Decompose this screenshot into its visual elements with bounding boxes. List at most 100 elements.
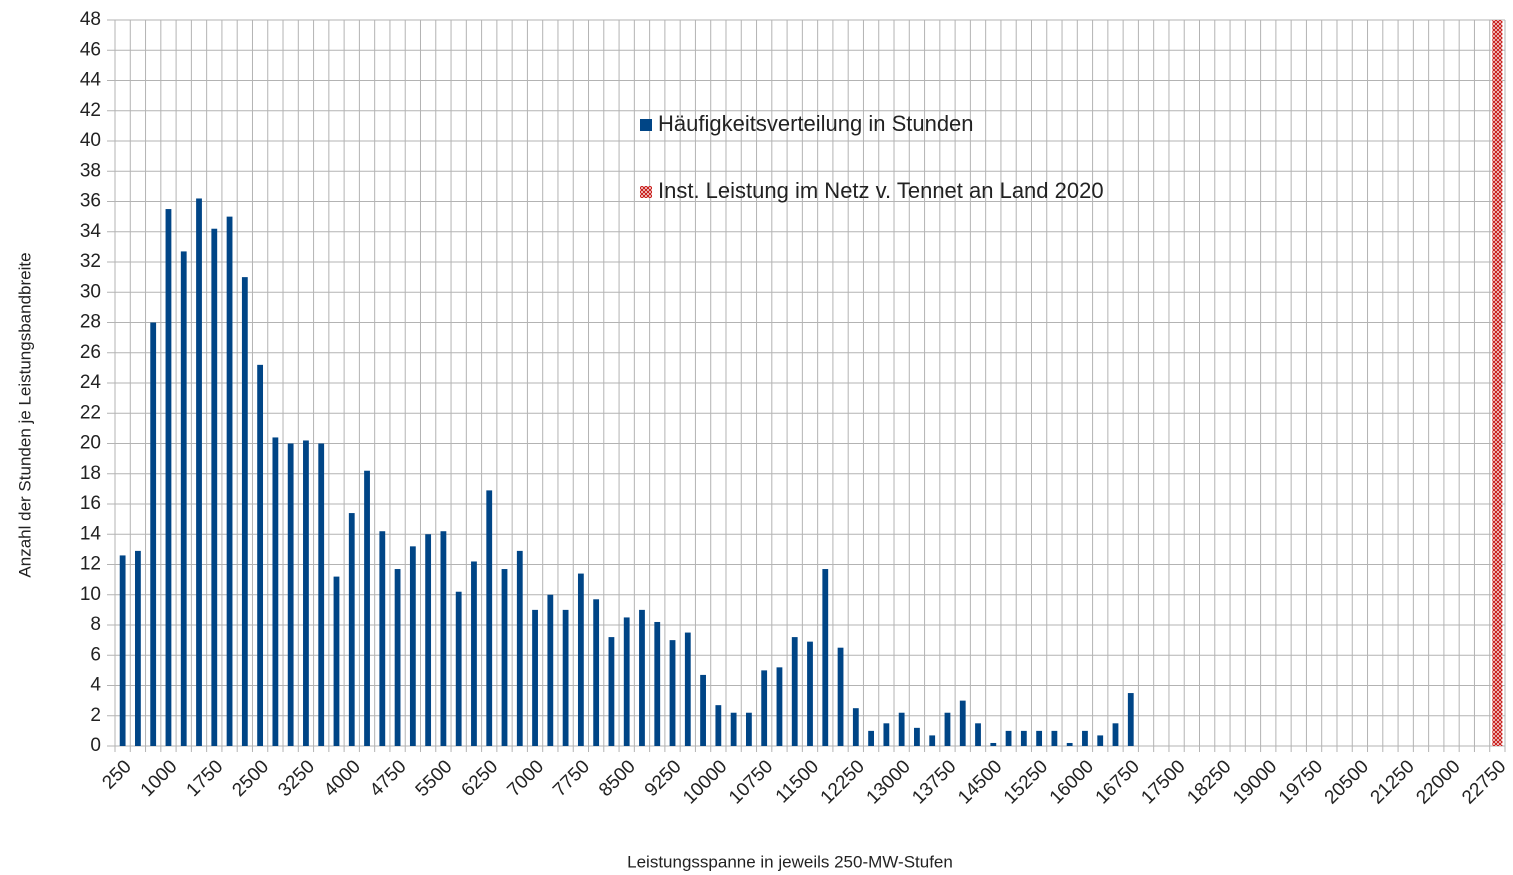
bar xyxy=(852,708,859,746)
bar xyxy=(776,667,783,746)
x-tick-label: 15250 xyxy=(1000,756,1052,808)
bar xyxy=(532,609,538,746)
bar xyxy=(608,637,615,746)
y-tick-label: 2 xyxy=(90,705,101,726)
x-tick-label: 16750 xyxy=(1092,756,1144,808)
bar xyxy=(807,641,813,746)
x-tick-label: 1000 xyxy=(137,756,182,801)
bar xyxy=(1492,20,1503,746)
x-tick-label: 13750 xyxy=(908,756,960,808)
bar xyxy=(959,700,966,746)
x-tick-label: 5500 xyxy=(412,756,457,801)
x-tick-label: 19750 xyxy=(1275,756,1327,808)
bar xyxy=(898,712,905,746)
bar xyxy=(1005,730,1012,746)
y-tick-label: 26 xyxy=(80,342,101,363)
bar xyxy=(791,637,798,746)
x-tick-label: 1750 xyxy=(183,756,228,801)
x-tick-label: 19000 xyxy=(1229,756,1281,808)
bar xyxy=(379,531,386,746)
x-tick-label: 4000 xyxy=(320,756,365,801)
y-tick-label: 16 xyxy=(80,493,101,514)
bar xyxy=(929,735,936,746)
x-tick-label: 12250 xyxy=(817,756,869,808)
y-tick-label: 46 xyxy=(80,39,101,60)
bar xyxy=(990,742,997,746)
bar xyxy=(547,594,554,746)
x-tick-label: 7000 xyxy=(503,756,548,801)
bar xyxy=(303,440,309,746)
x-tick-label: 6250 xyxy=(458,756,503,801)
bar xyxy=(761,670,768,746)
x-tick-label: 22750 xyxy=(1458,756,1510,808)
x-tick-label: 2500 xyxy=(228,756,273,801)
bar xyxy=(639,609,645,746)
x-tick-label: 17500 xyxy=(1137,756,1189,808)
bar xyxy=(669,640,676,746)
y-tick-label: 0 xyxy=(90,735,101,756)
bar xyxy=(425,534,432,746)
legend-label: Inst. Leistung im Netz v. Tennet an Land… xyxy=(658,178,1104,203)
bar xyxy=(730,712,737,746)
x-tick-label: 250 xyxy=(98,756,135,793)
x-tick-label: 3250 xyxy=(274,756,319,801)
x-axis-title: Leistungsspanne in jeweils 250-MW-Stufen xyxy=(627,852,953,871)
y-axis-title: Anzahl der Stunden je Leistungsbandbreit… xyxy=(15,252,34,577)
y-tick-label: 12 xyxy=(80,554,101,575)
y-tick-label: 10 xyxy=(80,584,101,605)
bar xyxy=(975,723,981,746)
x-tick-label: 20500 xyxy=(1321,756,1373,808)
bar xyxy=(837,647,844,746)
x-tick-label: 11500 xyxy=(772,756,823,807)
x-tick-label: 10000 xyxy=(679,756,731,808)
y-tick-label: 38 xyxy=(80,160,101,181)
bar xyxy=(516,550,523,746)
y-tick-label: 36 xyxy=(80,191,101,212)
bar xyxy=(241,277,248,746)
bar xyxy=(715,705,722,746)
y-tick-label: 6 xyxy=(90,644,101,665)
y-tick-label: 24 xyxy=(80,372,102,393)
bar xyxy=(150,322,157,746)
bar xyxy=(914,727,920,746)
bar xyxy=(272,437,279,746)
bar xyxy=(1082,730,1088,746)
bar xyxy=(501,569,508,746)
bar xyxy=(333,576,340,746)
y-tick-label: 32 xyxy=(80,251,101,272)
y-tick-label: 48 xyxy=(80,9,101,30)
x-tick-label: 7750 xyxy=(549,756,594,801)
x-tick-label: 16000 xyxy=(1046,756,1098,808)
y-tick-label: 34 xyxy=(80,221,102,242)
y-tick-label: 30 xyxy=(80,281,101,302)
bar xyxy=(486,490,493,746)
bar xyxy=(348,513,355,746)
x-tick-label: 13000 xyxy=(863,756,915,808)
x-tick-label: 14500 xyxy=(954,756,1006,808)
bar xyxy=(623,617,630,746)
bar xyxy=(287,443,294,746)
bar xyxy=(318,443,325,746)
bar xyxy=(1036,730,1043,746)
x-tick-label: 21250 xyxy=(1367,756,1419,808)
bar xyxy=(226,216,233,746)
y-tick-label: 20 xyxy=(80,433,101,454)
y-tick-label: 8 xyxy=(90,614,101,635)
x-tick-label: 18250 xyxy=(1183,756,1235,808)
bar xyxy=(180,251,187,746)
bar xyxy=(211,228,218,747)
bar xyxy=(745,712,752,746)
bar xyxy=(1097,735,1104,746)
y-tick-label: 14 xyxy=(80,523,102,544)
legend-label: Häufigkeitsverteilung in Stunden xyxy=(658,111,974,136)
y-tick-label: 22 xyxy=(80,402,101,423)
x-tick-label: 4750 xyxy=(366,756,411,801)
bar xyxy=(1051,730,1058,746)
bar xyxy=(562,609,569,746)
y-tick-label: 44 xyxy=(80,70,102,91)
bar xyxy=(165,209,172,746)
bar xyxy=(119,555,126,746)
bar xyxy=(196,198,202,747)
bar xyxy=(257,364,264,746)
x-tick-label: 8500 xyxy=(595,756,640,801)
